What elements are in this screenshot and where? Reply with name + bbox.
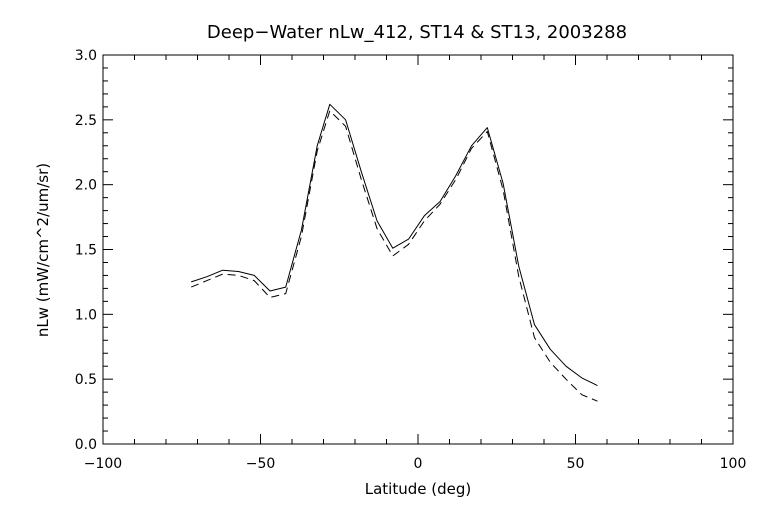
y-tick-label: 1.5 — [75, 243, 97, 259]
y-axis-label: nLw (mW/cm^2/um/sr) — [34, 163, 52, 337]
y-tick-label: 2.5 — [75, 113, 97, 129]
x-tick-label: 0 — [414, 456, 423, 472]
x-tick-label: 100 — [720, 456, 747, 472]
axis-ticks — [102, 54, 734, 445]
x-tick-label: 50 — [567, 456, 585, 472]
y-tick-label: 1.0 — [75, 307, 97, 323]
y-tick-label: 0.5 — [75, 372, 97, 388]
plot-frame — [102, 54, 734, 445]
chart-title: Deep−Water nLw_412, ST14 & ST13, 2003288 — [207, 22, 627, 43]
series-lines — [191, 103, 598, 402]
x-tick-labels: −100 −50 0 50 100 — [84, 456, 747, 472]
series-line-dashed — [191, 110, 598, 402]
y-tick-label: 2.0 — [75, 178, 97, 194]
y-tick-label: 0.0 — [75, 437, 97, 453]
y-tick-labels: 0.0 0.5 1.0 1.5 2.0 2.5 3.0 — [75, 48, 97, 453]
x-axis-label: Latitude (deg) — [365, 480, 471, 498]
x-tick-label: −50 — [246, 456, 276, 472]
series-line-solid — [191, 103, 598, 387]
y-tick-label: 3.0 — [75, 48, 97, 64]
x-tick-label: −100 — [84, 456, 122, 472]
